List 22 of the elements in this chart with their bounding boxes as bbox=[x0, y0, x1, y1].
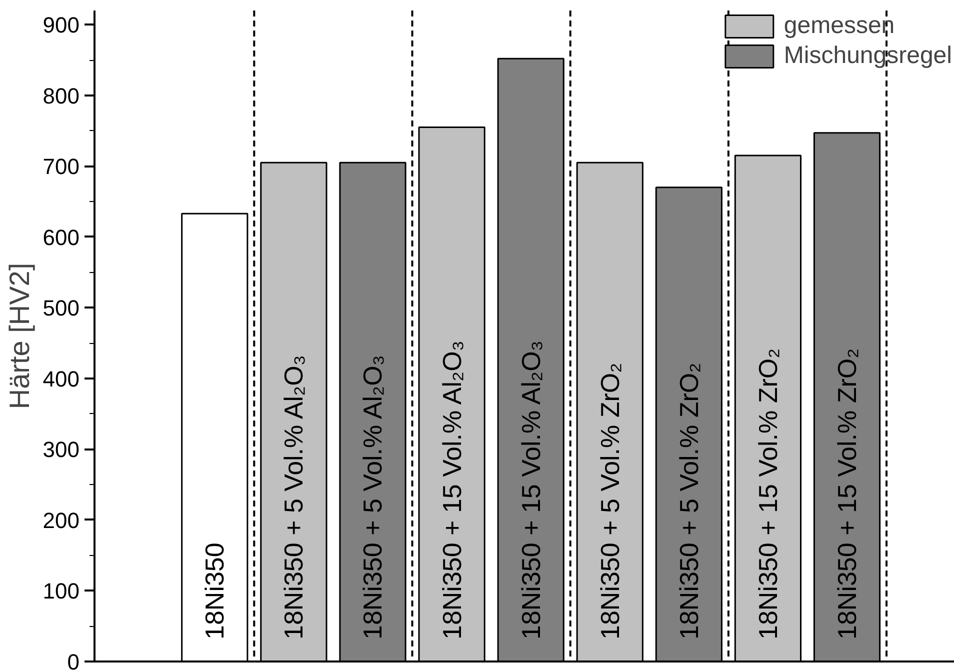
y-tick-label: 100 bbox=[42, 578, 80, 604]
y-tick-label: 600 bbox=[42, 224, 80, 250]
y-tick-label: 200 bbox=[42, 508, 80, 533]
x-tick-label: 18Ni350 + 15 Vol.% ZrO₂ bbox=[752, 348, 783, 640]
y-tick-label: 800 bbox=[42, 83, 80, 108]
legend-label: Mischungsregel bbox=[784, 42, 952, 70]
y-tick-label: 700 bbox=[42, 154, 80, 180]
y-tick-label: 900 bbox=[42, 12, 80, 38]
x-tick-label: 18Ni350 + 5 Vol.% Al₂O₃ bbox=[358, 355, 388, 640]
y-axis-title: Härte [HV2] bbox=[4, 262, 35, 410]
legend-label: gemessen bbox=[784, 12, 895, 40]
y-tick-label: 500 bbox=[42, 296, 80, 321]
y-tick-label: 400 bbox=[42, 366, 80, 392]
y-tick-label: 300 bbox=[42, 437, 80, 462]
x-tick-label: 18Ni350 + 15 Vol.% ZrO₂ bbox=[832, 348, 862, 640]
x-tick-label: 18Ni350 + 15 Vol.% Al₂O₃ bbox=[436, 340, 467, 640]
x-tick-label: 18Ni350 + 5 Vol.% Al₂O₃ bbox=[278, 355, 309, 640]
x-tick-label: 18Ni350 bbox=[200, 542, 230, 640]
x-tick-label: 18Ni350 + 5 Vol.% ZrO₂ bbox=[594, 362, 625, 640]
y-tick-label: 0 bbox=[67, 650, 80, 671]
x-tick-label: 18Ni350 + 5 Vol.% ZrO₂ bbox=[674, 362, 704, 640]
x-tick-label: 18Ni350 + 15 Vol.% Al₂O₃ bbox=[516, 340, 546, 640]
